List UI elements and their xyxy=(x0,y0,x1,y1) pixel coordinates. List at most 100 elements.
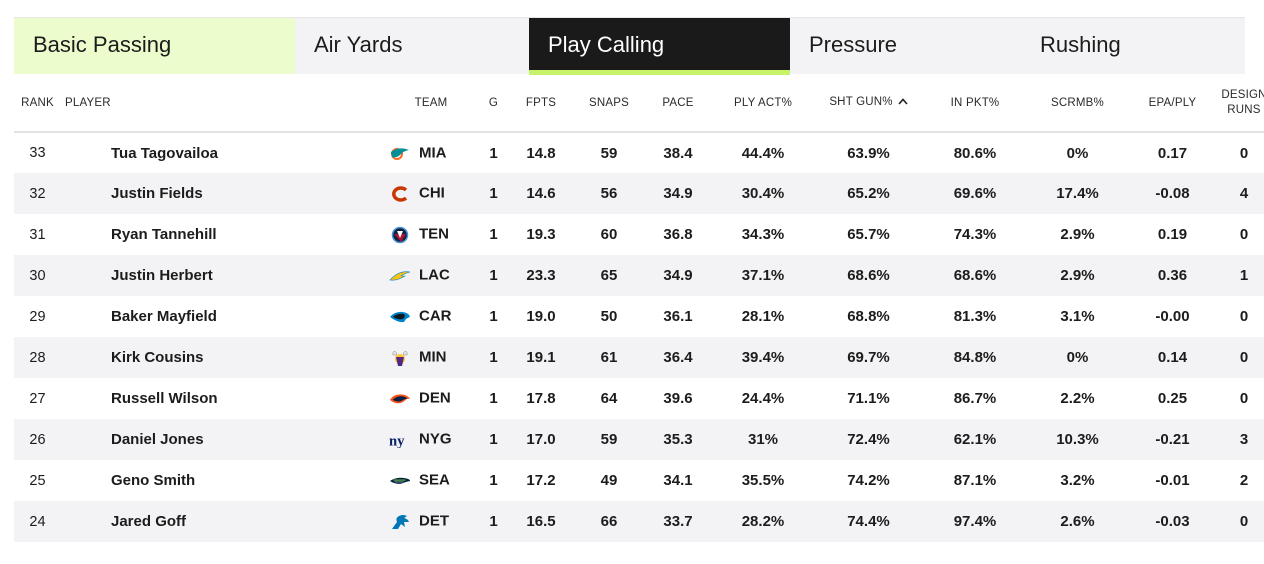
cell-player[interactable]: Justin Fields xyxy=(111,185,203,202)
cell-design-runs: 0 xyxy=(1239,513,1249,530)
col-header-snaps[interactable]: SNAPS xyxy=(589,96,629,109)
cell-scrmb: 0% xyxy=(1066,349,1089,366)
cell-design-runs: 2 xyxy=(1239,472,1249,489)
cell-snaps: 60 xyxy=(600,226,618,243)
team-abbr: CHI xyxy=(419,185,445,203)
cell-snaps: 59 xyxy=(600,431,618,448)
cell-player[interactable]: Geno Smith xyxy=(111,472,196,489)
table-row[interactable]: 26 Daniel Jones ny NYG 1 17.0 59 35.3 31% 72.4% 62… xyxy=(14,419,1264,460)
tab-play-calling[interactable]: Play Calling xyxy=(529,18,790,75)
cell-rank: 30 xyxy=(29,267,46,284)
col-header-fpts[interactable]: FPTS xyxy=(525,96,557,109)
col-header-team[interactable]: TEAM xyxy=(414,96,448,109)
col-header-design-runs[interactable]: DESIGN RUNS xyxy=(1215,74,1264,132)
cell-rank: 26 xyxy=(29,431,46,448)
tab-pressure[interactable]: Pressure xyxy=(790,18,1021,74)
cell-player[interactable]: Baker Mayfield xyxy=(111,308,217,325)
table-row[interactable]: 30 Justin Herbert LAC 1 23.3 65 34.9 37.1% 68.6%… xyxy=(14,255,1264,296)
cell-in-pkt: 84.8% xyxy=(953,349,997,366)
cell-epa-ply: 0.25 xyxy=(1157,390,1188,407)
cell-g: 1 xyxy=(489,349,498,366)
cell-pace: 36.4 xyxy=(663,349,693,366)
cell-ply-act: 28.2% xyxy=(741,513,785,530)
cell-team: DET xyxy=(381,501,481,542)
cell-g: 1 xyxy=(489,390,498,407)
cell-sht-gun: 74.4% xyxy=(847,513,890,530)
cell-pace: 36.1 xyxy=(663,308,693,325)
cell-snaps: 59 xyxy=(600,144,618,162)
cell-scrmb: 2.9% xyxy=(1060,267,1095,284)
cell-rank: 33 xyxy=(29,145,46,161)
cell-pace: 35.3 xyxy=(663,431,693,448)
cell-ply-act: 37.1% xyxy=(741,267,785,284)
col-header-pace[interactable]: PACE xyxy=(662,96,694,109)
table-row[interactable]: 28 Kirk Cousins MIN 1 19.1 61 36.4 39.4% 69.7% 84… xyxy=(14,337,1264,378)
cell-fpts: 14.8 xyxy=(526,144,556,162)
col-header-ply-act[interactable]: PLY ACT% xyxy=(733,96,793,109)
tab-rushing[interactable]: Rushing xyxy=(1021,18,1245,74)
col-header-rank[interactable]: RANK xyxy=(21,96,54,109)
cell-team: MIN xyxy=(381,337,481,378)
table-row[interactable]: 33 Tua Tagovailoa MIA 1 14.8 59 38.4 44.4% 63.9%… xyxy=(14,132,1264,173)
table-row[interactable]: 27 Russell Wilson DEN 1 17.8 64 39.6 24.4% 71.1%… xyxy=(14,378,1264,419)
cell-rank: 31 xyxy=(29,226,46,243)
cell-player[interactable]: Justin Herbert xyxy=(111,267,213,284)
cell-player[interactable]: Ryan Tannehill xyxy=(111,226,217,243)
cell-sht-gun: 65.7% xyxy=(847,226,890,243)
team-abbr: DEN xyxy=(419,390,451,408)
cell-pace: 34.1 xyxy=(663,472,693,489)
cell-ply-act: 30.4% xyxy=(741,185,785,202)
col-header-in-pkt[interactable]: IN PKT% xyxy=(950,96,1000,109)
cell-scrmb: 2.6% xyxy=(1060,513,1095,530)
chargers-logo-icon xyxy=(389,267,411,285)
table-row[interactable]: 31 Ryan Tannehill TEN 1 19.3 60 36.8 34.3% 65.7%… xyxy=(14,214,1264,255)
cell-pace: 36.8 xyxy=(663,226,693,243)
cell-epa-ply: -0.08 xyxy=(1155,185,1190,202)
cell-player[interactable]: Tua Tagovailoa xyxy=(111,144,218,162)
table-row[interactable]: 25 Geno Smith SEA 1 17.2 49 34.1 35.5% 74.2% 87.1… xyxy=(14,460,1264,501)
tab-basic-passing[interactable]: Basic Passing xyxy=(14,18,295,74)
table-row[interactable]: 29 Baker Mayfield CAR 1 19.0 50 36.1 28.1% 68.8%… xyxy=(14,296,1264,337)
cell-player[interactable]: Daniel Jones xyxy=(111,431,204,448)
col-header-sht-gun[interactable]: SHT GUN% xyxy=(812,74,925,132)
cell-epa-ply: -0.21 xyxy=(1155,431,1190,448)
cell-epa-ply: -0.01 xyxy=(1155,472,1190,489)
cell-fpts: 17.0 xyxy=(526,431,556,448)
table-row[interactable]: 24 Jared Goff DET 1 16.5 66 33.7 28.2% 74.4% 97.4… xyxy=(14,501,1264,542)
cell-snaps: 64 xyxy=(600,390,618,407)
cell-epa-ply: 0.19 xyxy=(1157,226,1188,243)
cell-scrmb: 10.3% xyxy=(1056,431,1099,448)
category-tabs: Basic Passing Air Yards Play Calling Pre… xyxy=(14,17,1245,75)
col-header-epa-ply[interactable]: EPA/PLY xyxy=(1148,96,1197,109)
cell-player[interactable]: Jared Goff xyxy=(111,513,187,530)
sort-ascending-icon xyxy=(898,96,908,108)
col-header-label: DESIGN xyxy=(1221,88,1264,101)
cell-rank: 28 xyxy=(29,349,46,366)
bears-logo-icon xyxy=(389,185,411,203)
cell-g: 1 xyxy=(489,226,498,243)
col-header-g[interactable]: G xyxy=(488,96,499,109)
cell-g: 1 xyxy=(489,431,498,448)
cell-design-runs: 0 xyxy=(1239,144,1249,162)
tab-label: Pressure xyxy=(809,32,898,57)
dolphins-logo-icon xyxy=(389,144,411,162)
active-tab-indicator xyxy=(529,70,790,75)
cell-in-pkt: 81.3% xyxy=(953,308,997,325)
table-row[interactable]: 32 Justin Fields CHI 1 14.6 56 34.9 30.4% 65.2% 6… xyxy=(14,173,1264,214)
cell-sht-gun: 71.1% xyxy=(847,390,890,407)
cell-sht-gun: 68.6% xyxy=(847,267,890,284)
cell-fpts: 23.3 xyxy=(526,267,556,284)
col-header-player[interactable]: PLAYER xyxy=(65,96,111,109)
cell-player[interactable]: Kirk Cousins xyxy=(111,349,204,366)
tab-air-yards[interactable]: Air Yards xyxy=(295,18,529,74)
team-abbr: SEA xyxy=(419,472,450,490)
giants-logo-icon: ny xyxy=(389,431,411,449)
cell-sht-gun: 69.7% xyxy=(847,349,890,366)
cell-fpts: 17.2 xyxy=(526,472,556,489)
cell-ply-act: 24.4% xyxy=(741,390,785,407)
col-header-scrmb[interactable]: SCRMB% xyxy=(1051,96,1104,109)
cell-player[interactable]: Russell Wilson xyxy=(111,390,218,407)
cell-scrmb: 0% xyxy=(1066,144,1089,162)
cell-rank: 27 xyxy=(29,390,46,407)
team-abbr: CAR xyxy=(419,308,452,326)
